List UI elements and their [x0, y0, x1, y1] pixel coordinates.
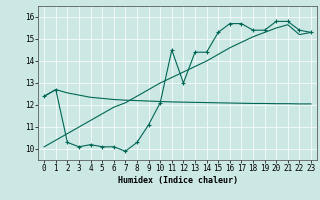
- X-axis label: Humidex (Indice chaleur): Humidex (Indice chaleur): [118, 176, 238, 185]
